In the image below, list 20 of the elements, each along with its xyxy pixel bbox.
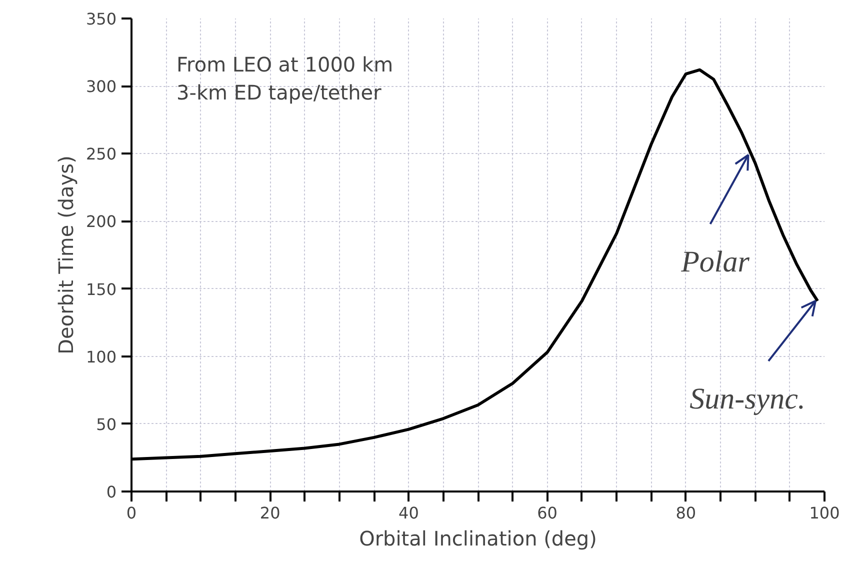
y-tick-label: 100	[86, 347, 117, 366]
x-tick-label: 20	[260, 504, 280, 522]
annotation: Polar	[680, 245, 750, 278]
y-tick-label: 250	[86, 144, 117, 164]
y-tick-label: 200	[86, 212, 117, 232]
y-axis-title: Deorbit Time (days)	[54, 156, 78, 354]
x-axis-title: Orbital Inclination (deg)	[359, 526, 597, 550]
annotation: From LEO at 1000 km	[176, 52, 394, 76]
x-tick-label: 80	[676, 504, 696, 522]
y-tick-label: 300	[86, 77, 117, 96]
y-tick-label: 150	[86, 280, 117, 299]
y-tick-label: 0	[106, 482, 117, 502]
y-tick-label: 50	[96, 414, 116, 434]
x-tick-label: 40	[398, 504, 419, 522]
annotation: Sun-sync.	[690, 382, 806, 416]
x-tick-label: 0	[126, 504, 137, 522]
x-tick-label: 60	[537, 504, 558, 522]
annotation: 3-km ED tape/tether	[176, 80, 382, 104]
x-tick-label: 100	[809, 504, 840, 522]
y-tick-label: 350	[86, 10, 117, 28]
